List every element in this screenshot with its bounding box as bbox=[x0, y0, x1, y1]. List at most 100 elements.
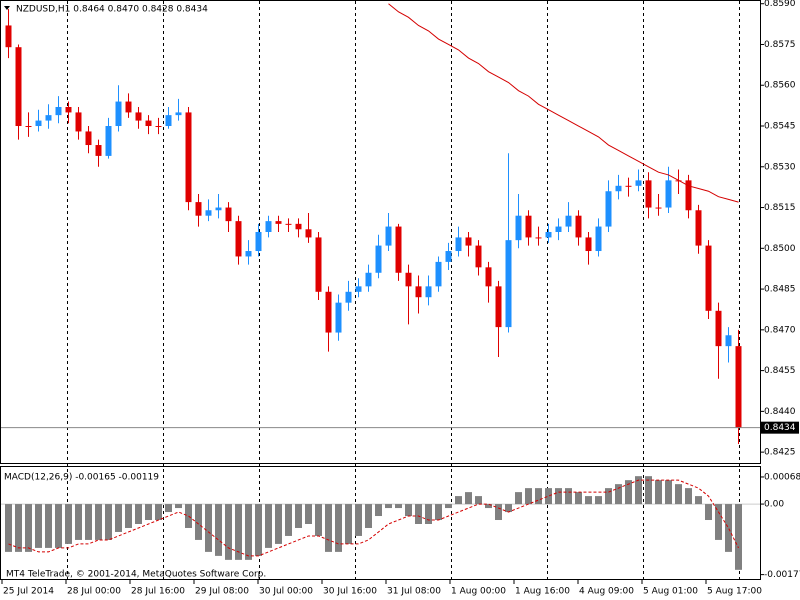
macd-bar bbox=[245, 504, 252, 560]
macd-bar bbox=[595, 496, 602, 505]
macd-signal bbox=[8, 479, 739, 557]
candle-body bbox=[5, 25, 12, 48]
y-tick-label: 0.8545 bbox=[764, 122, 796, 132]
macd-bar bbox=[95, 504, 102, 540]
macd-bar bbox=[695, 496, 702, 505]
macd-bar bbox=[675, 484, 682, 505]
x-tick-label: 28 Jul 16:00 bbox=[131, 587, 185, 597]
x-tick-label: 29 Jul 08:00 bbox=[195, 587, 249, 597]
x-tick-label: 5 Aug 01:00 bbox=[643, 587, 698, 597]
candle-body bbox=[345, 291, 352, 303]
candle-body bbox=[315, 237, 322, 292]
macd-bar bbox=[175, 504, 182, 509]
macd-bar bbox=[525, 488, 532, 505]
macd-bar bbox=[665, 480, 672, 505]
candle-body bbox=[205, 210, 212, 216]
candle-body bbox=[465, 237, 472, 246]
macd-bar bbox=[295, 504, 302, 528]
copyright: MT4 TeleTrade, © 2001-2014, MetaQuotes S… bbox=[6, 570, 266, 580]
macd-pane bbox=[0, 466, 761, 580]
candle-body bbox=[325, 291, 332, 333]
menu-arrow bbox=[4, 6, 10, 10]
candle-body bbox=[135, 112, 142, 121]
candle-body bbox=[35, 120, 42, 127]
candle-body bbox=[165, 115, 172, 127]
macd-bar bbox=[545, 488, 552, 505]
macd-bar bbox=[505, 504, 512, 513]
candle-body bbox=[275, 221, 282, 224]
macd-bar bbox=[655, 480, 662, 505]
y-tick-label: 0.8470 bbox=[764, 325, 796, 335]
candle-body bbox=[385, 226, 392, 246]
candle-body bbox=[615, 185, 622, 192]
candle-body bbox=[645, 180, 652, 208]
candle-body bbox=[305, 229, 312, 238]
macd-bar bbox=[405, 504, 412, 517]
candle-body bbox=[635, 180, 642, 186]
macd-y-tick-label: 0.00 bbox=[764, 500, 784, 510]
candle-body bbox=[265, 221, 272, 232]
macd-header: MACD(12,26,9) -0.00165 -0.00119 bbox=[4, 473, 159, 483]
candle-body bbox=[365, 272, 372, 287]
candle-body bbox=[455, 237, 462, 252]
x-tick-label: 30 Jul 00:00 bbox=[259, 587, 313, 597]
candle-body bbox=[65, 106, 72, 113]
macd-bar bbox=[325, 504, 332, 552]
y-tick-label: 0.8500 bbox=[764, 244, 796, 254]
candle-body bbox=[665, 180, 672, 208]
macd-bar bbox=[585, 496, 592, 505]
macd-bar bbox=[705, 504, 712, 521]
macd-bar bbox=[285, 504, 292, 536]
candle-body bbox=[25, 126, 32, 128]
macd-bar bbox=[375, 504, 382, 517]
candle-body bbox=[185, 112, 192, 203]
y-tick-label: 0.8530 bbox=[764, 162, 796, 172]
macd-bar bbox=[355, 504, 362, 536]
macd-bar bbox=[645, 476, 652, 505]
macd-bar bbox=[715, 504, 722, 540]
macd-bar bbox=[465, 492, 472, 505]
y-tick-label: 0.8425 bbox=[764, 448, 796, 458]
macd-bar bbox=[735, 504, 742, 570]
x-tick-label: 30 Jul 16:00 bbox=[323, 587, 377, 597]
x-tick-label: 25 Jul 2014 bbox=[3, 587, 54, 597]
macd-bar bbox=[125, 504, 132, 528]
candle-body bbox=[215, 207, 222, 211]
candle-body bbox=[515, 215, 522, 241]
candle-body bbox=[535, 237, 542, 239]
candle-body bbox=[555, 226, 562, 232]
candle-body bbox=[595, 226, 602, 252]
macd-y-tick-label: 0.00068 bbox=[764, 472, 800, 482]
macd-bar bbox=[135, 504, 142, 524]
candle-body bbox=[445, 251, 452, 262]
macd-bar bbox=[75, 504, 82, 540]
macd-bar bbox=[45, 504, 52, 548]
candle-body bbox=[735, 346, 742, 428]
candle-body bbox=[255, 232, 262, 252]
macd-bar bbox=[145, 504, 152, 521]
macd-bar bbox=[385, 504, 392, 509]
macd-bar bbox=[55, 504, 62, 548]
candle-body bbox=[505, 240, 512, 328]
candle-body bbox=[155, 126, 162, 128]
candle-body bbox=[245, 251, 252, 257]
candle-body bbox=[55, 106, 62, 116]
x-tick-label: 4 Aug 09:00 bbox=[579, 587, 634, 597]
macd-y-tick-label: -0.00177 bbox=[764, 570, 800, 580]
macd-bar bbox=[115, 504, 122, 532]
macd-bar bbox=[85, 504, 92, 540]
candle-body bbox=[605, 191, 612, 227]
candle-body bbox=[495, 286, 502, 328]
candle-body bbox=[375, 245, 382, 273]
candle-body bbox=[105, 126, 112, 156]
macd-bar bbox=[555, 488, 562, 505]
macd-bar bbox=[25, 504, 32, 552]
y-tick-label: 0.8455 bbox=[764, 366, 796, 376]
macd-bar bbox=[65, 504, 72, 544]
candle-body bbox=[435, 261, 442, 287]
candle-body bbox=[525, 215, 532, 238]
candle-body bbox=[75, 112, 82, 132]
y-tick-label: 0.8485 bbox=[764, 285, 796, 295]
macd-bar bbox=[485, 504, 492, 509]
